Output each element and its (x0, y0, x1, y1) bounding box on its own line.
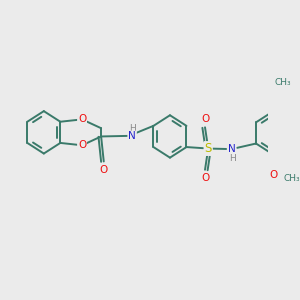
Text: O: O (201, 114, 209, 124)
Text: O: O (78, 140, 86, 150)
Text: N: N (128, 131, 136, 142)
Text: S: S (205, 142, 212, 155)
Text: N: N (228, 144, 236, 154)
Text: H: H (230, 154, 236, 163)
Text: O: O (201, 173, 209, 183)
Text: O: O (78, 114, 86, 124)
Text: H: H (129, 124, 136, 133)
Text: CH₃: CH₃ (284, 174, 300, 183)
Text: CH₃: CH₃ (274, 78, 291, 87)
Text: O: O (270, 170, 278, 180)
Text: O: O (100, 165, 108, 175)
